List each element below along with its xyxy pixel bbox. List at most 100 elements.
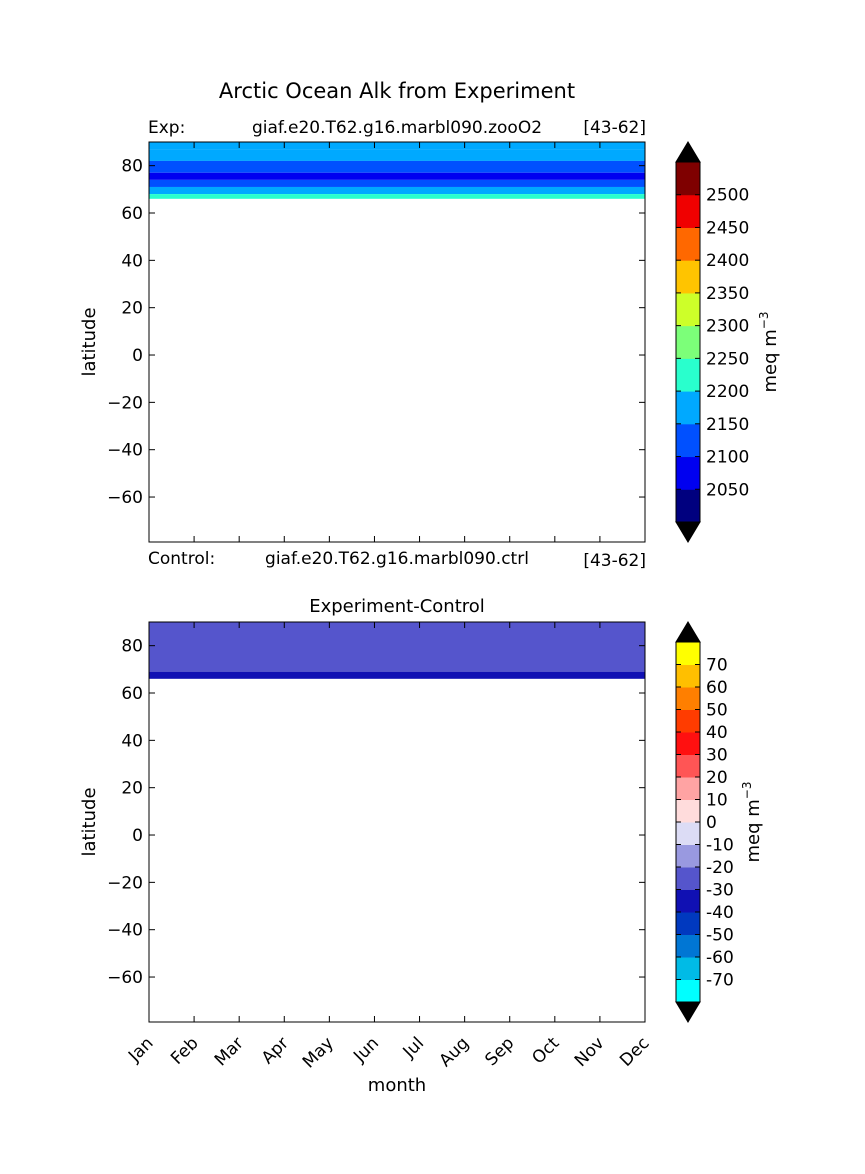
bottom-title: Experiment-Control (309, 596, 485, 617)
bottom-colorbar-swatch (676, 957, 700, 980)
month-tick-label: Jul (399, 1033, 428, 1062)
top-colorbar-swatch (676, 358, 700, 392)
top-colorbar-swatch (676, 260, 700, 294)
bottom-colorbar-tick-label: -20 (706, 858, 734, 878)
bottom-ytick-label: 20 (121, 779, 143, 799)
top-band-4 (149, 179, 645, 187)
bottom-colorbar-swatch (676, 664, 700, 688)
bottom-colorbar-swatch (676, 754, 700, 778)
bottom-ytick-label: 0 (132, 826, 143, 846)
bottom-y-axis-label: latitude (79, 787, 100, 856)
top-colorbar-swatch (676, 162, 700, 196)
bottom-band-1 (149, 671, 645, 679)
bottom-colorbar-swatch (676, 912, 700, 935)
bottom-colorbar-tick-label: 30 (706, 746, 728, 766)
top-colorbar-tick-label: 2500 (706, 186, 749, 206)
top-colorbar-tick-label: 2350 (706, 284, 749, 304)
bottom-ytick-label: 80 (121, 637, 143, 657)
top-axes-frame (148, 141, 646, 543)
bottom-y-ticks: 80 60 40 20 0 −20 −40 −60 (107, 637, 645, 988)
top-band-6 (149, 194, 645, 199)
month-tick-label: Dec (616, 1033, 653, 1070)
top-colorbar-swatch (676, 194, 700, 228)
bottom-contour-bands (149, 622, 645, 679)
top-colorbar-swatch (676, 391, 700, 425)
top-panel: Exp: giaf.e20.T62.g16.marbl090.zooO2 [43… (79, 118, 781, 571)
top-contour-bands (149, 142, 645, 199)
top-band-3 (149, 172, 645, 180)
bottom-colorbar-label: meq m−3 (740, 782, 764, 863)
bottom-colorbar-swatch (676, 889, 700, 913)
top-colorbar-label: meq m−3 (757, 312, 781, 393)
month-tick-label: Jun (349, 1033, 383, 1067)
exp-label: Exp: (148, 118, 185, 138)
bottom-colorbar-tick-label: 50 (706, 701, 728, 721)
bottom-ytick-label: −40 (107, 921, 143, 941)
top-band-2 (149, 160, 645, 173)
bottom-ytick-label: −60 (107, 968, 143, 988)
bottom-axes-frame (148, 621, 646, 1023)
top-ytick-label: 80 (121, 157, 143, 177)
top-colorbar-tick-label: 2250 (706, 349, 749, 369)
bottom-colorbar-swatch (676, 867, 700, 890)
top-colorbar-frame (675, 161, 701, 523)
top-band-1 (149, 149, 645, 161)
exp-case-name: giaf.e20.T62.g16.marbl090.zooO2 (252, 118, 542, 138)
bottom-colorbar-tick-label: 60 (706, 678, 728, 698)
top-band-5 (149, 186, 645, 195)
top-colorbar-tick-label: 2150 (706, 415, 749, 435)
top-ytick-label: 20 (121, 299, 143, 319)
bottom-colorbar-tick-label: -50 (706, 926, 734, 946)
bottom-colorbar-tick-label: 40 (706, 723, 728, 743)
bottom-colorbar-swatch (676, 687, 700, 710)
month-tick-label: May (299, 1033, 338, 1072)
bottom-colorbar-swatch (676, 709, 700, 733)
bottom-colorbar-swatch (676, 822, 700, 845)
bottom-band-0 (149, 622, 645, 672)
bottom-x-ticks: Jan Feb Mar Apr May Jun Jul Aug Sep Oct Nov Dec (124, 622, 654, 1072)
top-colorbar-swatch (676, 292, 700, 327)
figure-title: Arctic Ocean Alk from Experiment (219, 79, 575, 103)
bottom-colorbar-swatch (676, 732, 700, 755)
top-colorbar-swatch (676, 456, 700, 490)
top-ytick-label: 40 (121, 251, 143, 271)
month-tick-label: Feb (167, 1033, 202, 1068)
month-tick-label: Mar (211, 1033, 248, 1070)
top-colorbar-swatch (676, 489, 700, 523)
top-colorbar-tick-label: 2050 (706, 480, 749, 500)
top-ytick-label: 60 (121, 204, 143, 224)
bottom-colorbar-swatch (676, 934, 700, 958)
month-tick-label: Sep (481, 1033, 518, 1070)
bottom-colorbar-tick-label: -70 (706, 971, 734, 991)
top-colorbar-under-arrow (675, 521, 701, 543)
top-colorbar-swatch (676, 423, 700, 458)
top-colorbar-over-arrow (675, 141, 701, 163)
bottom-colorbar-tick-label: -30 (706, 881, 734, 901)
bottom-colorbar-tick-label: 10 (706, 791, 728, 811)
month-tick-label: Jan (124, 1033, 157, 1066)
bottom-ytick-label: 40 (121, 731, 143, 751)
month-tick-label: Oct (528, 1033, 563, 1068)
bottom-ytick-label: −20 (107, 873, 143, 893)
bottom-colorbar-tick-label: -40 (706, 903, 734, 923)
top-ytick-label: −20 (107, 393, 143, 413)
bottom-colorbar-swatch (676, 799, 700, 823)
bottom-colorbar-swatch (676, 979, 700, 1003)
top-colorbar-swatch (676, 227, 700, 261)
control-year-range: [43-62] (583, 551, 646, 571)
control-label: Control: (148, 549, 215, 569)
top-colorbar: 2050 2100 2150 2200 2250 2300 2350 2400 2450 2500 (675, 141, 749, 543)
top-colorbar-swatch (676, 325, 700, 359)
bottom-colorbar-over-arrow (675, 621, 701, 643)
top-y-ticks: 80 60 40 20 0 −20 −40 −60 (107, 157, 645, 508)
bottom-colorbar-swatch (676, 642, 700, 665)
top-colorbar-tick-label: 2100 (706, 448, 749, 468)
top-ytick-label: 0 (132, 346, 143, 366)
month-tick-label: Apr (258, 1033, 293, 1068)
exp-year-range: [43-62] (583, 118, 646, 138)
bottom-colorbar-tick-label: -10 (706, 836, 734, 856)
top-band-0 (149, 142, 645, 150)
top-x-ticks (148, 142, 646, 542)
